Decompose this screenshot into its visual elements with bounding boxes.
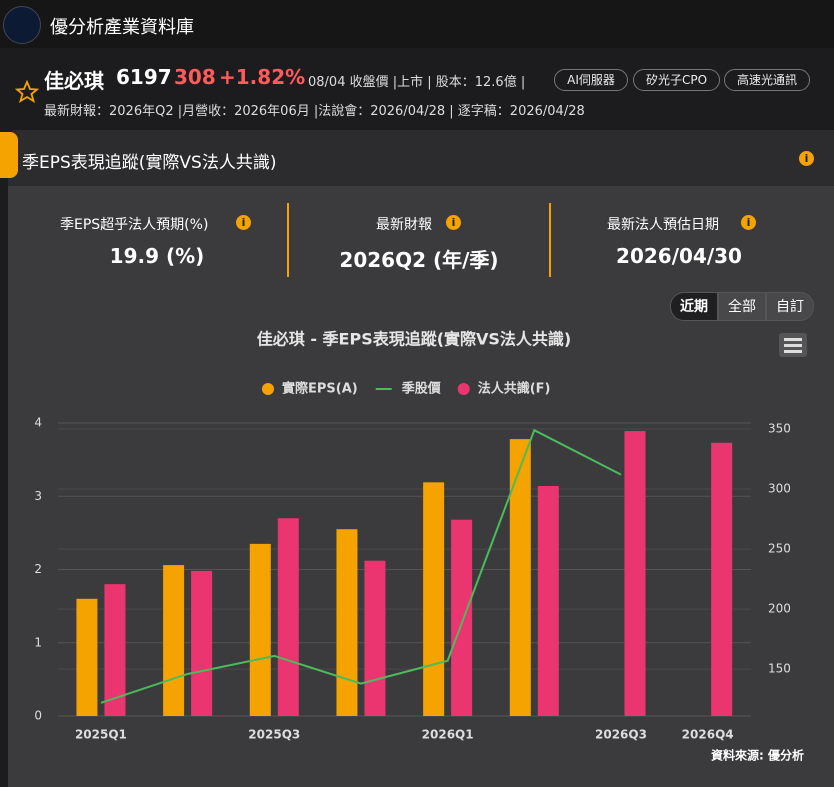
y-tick-label: 1 <box>34 635 42 649</box>
legend-label: 季股價 <box>401 381 442 397</box>
range-button[interactable]: 全部 <box>718 292 766 321</box>
logo <box>3 6 41 44</box>
y2-tick-label: 250 <box>768 542 791 556</box>
stock-change: +1.82% <box>219 65 306 89</box>
top-bar <box>0 0 834 48</box>
app-title: 優分析產業資料庫 <box>50 17 194 38</box>
stock-name: 佳必琪 <box>44 69 104 93</box>
chart-title: 佳必琪 - 季EPS表現追蹤(實際VS法人共識) <box>257 330 572 349</box>
bulb-tab <box>0 132 18 178</box>
stock-details: 最新財報：2026年Q2 |月營收：2026年06月 |法說會：2026/04/… <box>44 104 585 119</box>
bar <box>509 439 531 716</box>
x-tick-label: 2026Q3 <box>595 728 647 742</box>
card-header <box>8 130 834 186</box>
bar <box>423 482 445 716</box>
y-tick-label: 4 <box>34 416 42 430</box>
x-tick-label: 2025Q1 <box>75 728 127 742</box>
info-icon[interactable]: i <box>741 215 756 230</box>
bar <box>76 598 98 716</box>
bar <box>191 570 213 716</box>
stat-value: 2026/04/30 <box>616 244 742 268</box>
divider <box>287 203 289 277</box>
menu-icon[interactable] <box>779 333 807 357</box>
info-icon[interactable]: i <box>446 215 461 230</box>
tag[interactable]: AI伺服器 <box>554 69 628 91</box>
star-icon[interactable] <box>15 80 39 104</box>
range-button[interactable]: 近期 <box>670 292 718 321</box>
stat-value: 19.9 (%) <box>109 244 205 268</box>
y2-tick-label: 350 <box>768 422 791 436</box>
stat-label: 最新財報 <box>376 217 432 233</box>
bar <box>711 442 733 716</box>
stock-meta: 08/04 收盤價 |上市 | 股本：12.6億 | <box>308 75 526 90</box>
y2-tick-label: 300 <box>768 482 791 496</box>
stat-label: 最新法人預估日期 <box>607 217 719 233</box>
bar <box>451 519 473 716</box>
legend-swatch <box>457 383 470 395</box>
legend-label: 法人共識(F) <box>478 381 551 397</box>
x-tick-label: 2026Q4 <box>682 728 734 742</box>
bar <box>104 584 126 716</box>
legend-swatch <box>262 383 274 395</box>
bar <box>624 431 646 716</box>
y2-tick-label: 150 <box>768 662 791 676</box>
stock-code: 6197 <box>116 65 172 89</box>
y-tick-label: 3 <box>34 489 42 503</box>
bar <box>537 485 559 716</box>
tag[interactable]: 高速光通訊 <box>724 69 810 91</box>
bar <box>163 565 185 716</box>
tag[interactable]: 矽光子CPO <box>633 69 720 91</box>
line <box>100 428 622 704</box>
x-tick-label: 2025Q3 <box>248 728 300 742</box>
y2-tick-label: 200 <box>768 602 791 616</box>
y-tick-label: 0 <box>34 709 42 723</box>
bar <box>364 560 386 716</box>
bar <box>249 543 271 716</box>
stock-price: 308 <box>174 65 216 89</box>
card-title: 季EPS表現追蹤(實際VS法人共識) <box>22 153 277 173</box>
divider <box>549 203 551 277</box>
x-tick-label: 2026Q1 <box>422 728 474 742</box>
stat-label: 季EPS超乎法人預期(%) <box>60 217 209 233</box>
bar <box>277 518 299 716</box>
card <box>8 130 834 787</box>
info-icon[interactable]: i <box>799 151 814 166</box>
y-tick-label: 2 <box>34 562 42 576</box>
range-button[interactable]: 自訂 <box>766 292 814 321</box>
stat-value: 2026Q2 (年/季) <box>339 248 499 272</box>
legend-label: 實際EPS(A) <box>282 381 358 397</box>
info-icon[interactable]: i <box>236 215 251 230</box>
bar <box>336 529 358 716</box>
source: 資料來源: 優分析 <box>711 748 804 763</box>
